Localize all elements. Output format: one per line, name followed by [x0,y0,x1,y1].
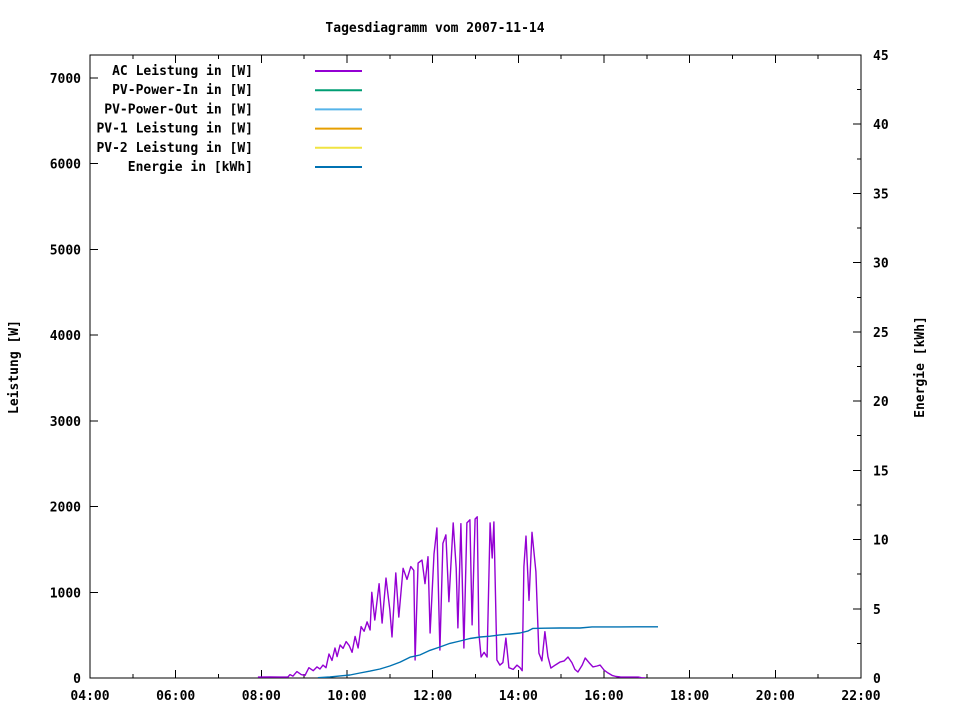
y2-tick-label: 40 [873,118,889,133]
legend: AC Leistung in [W] PV-Power-In in [W] PV-P… [96,64,362,175]
y-tick-label: 0 [73,672,81,687]
y2-tick-label: 10 [873,534,889,549]
y2-tick-label: 15 [873,464,889,479]
y2-tick-label: 5 [873,603,881,618]
x-tick-label: 20:00 [756,689,795,704]
chart-title: Tagesdiagramm vom 2007-11-14 [325,21,545,36]
y-tick-label: 2000 [50,501,81,516]
axes [89,54,862,679]
legend-label: PV-Power-Out in [W] [104,102,253,117]
x-tick-label: 06:00 [156,689,195,704]
x-tick-label: 12:00 [413,689,452,704]
legend-item: PV-Power-In in [W] [112,83,362,98]
legend-label: PV-2 Leistung in [W] [96,141,253,156]
legend-label: Energie in [kWh] [128,160,253,175]
x-tick-label: 08:00 [242,689,281,704]
y2-tick-label: 0 [873,672,881,687]
y2-tick-label: 35 [873,187,889,202]
y-tick-label: 5000 [50,243,81,258]
x-tick-label: 22:00 [841,689,880,704]
series-line-ac-leistung-in-w [257,516,646,678]
legend-item: PV-2 Leistung in [W] [96,141,362,156]
x-tick-label: 14:00 [499,689,538,704]
y2-tick-label: 25 [873,326,889,341]
x-tick-label: 18:00 [670,689,709,704]
x-tick-label: 16:00 [584,689,623,704]
x-tick-label: 04:00 [70,689,109,704]
legend-item: PV-Power-Out in [W] [104,102,362,117]
legend-item: Energie in [kWh] [128,160,362,175]
legend-item: PV-1 Leistung in [W] [96,122,362,137]
legend-item: AC Leistung in [W] [112,64,362,79]
y2-tick-label: 30 [873,257,889,272]
y2-tick-label: 20 [873,395,889,410]
x-tick-label: 10:00 [327,689,366,704]
legend-label: AC Leistung in [W] [112,64,253,79]
series-line-energie-in-kwh [317,626,659,678]
y-tick-label: 3000 [50,415,81,430]
y-tick-label: 1000 [50,586,81,601]
legend-label: PV-1 Leistung in [W] [96,122,253,137]
legend-label: PV-Power-In in [W] [112,83,253,98]
y2-tick-label: 45 [873,49,889,64]
y-tick-label: 4000 [50,329,81,344]
y-tick-label: 7000 [50,72,81,87]
y-tick-label: 6000 [50,158,81,173]
